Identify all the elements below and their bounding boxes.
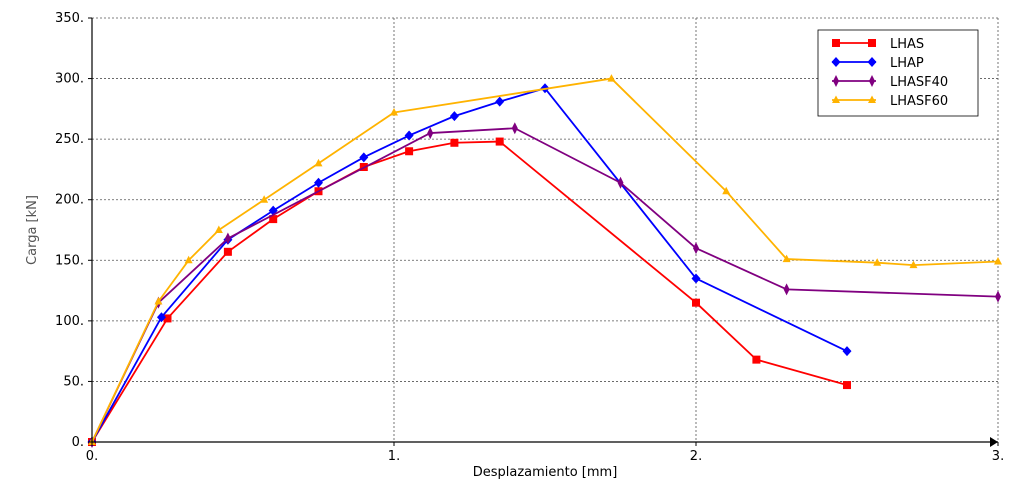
data-point-lhas bbox=[495, 137, 504, 146]
data-point-lhasf40 bbox=[995, 290, 1001, 303]
y-tick-label: 350. bbox=[55, 11, 84, 26]
series-lhasf60 bbox=[88, 74, 1002, 445]
legend-item-lhap: LHAP bbox=[831, 56, 924, 71]
data-point-lhasf40 bbox=[511, 122, 518, 135]
x-tick-label: 0. bbox=[86, 449, 98, 464]
legend-marker bbox=[868, 95, 876, 103]
x-tick-label: 2. bbox=[690, 449, 702, 464]
data-point-lhap bbox=[691, 273, 701, 284]
legend-marker bbox=[831, 57, 841, 67]
y-tick-label: 200. bbox=[55, 193, 84, 208]
data-point-lhasf40 bbox=[427, 127, 434, 140]
data-point-lhasf40 bbox=[617, 176, 624, 189]
x-tick-label: 3. bbox=[992, 449, 1004, 464]
data-point-lhap bbox=[359, 152, 369, 163]
tick-labels: 0. 1. 2. 3. 0. 50. 100. 150. 200. 250. 300. 350. bbox=[55, 11, 1004, 464]
data-point-lhasf40 bbox=[693, 242, 699, 255]
legend-item-lhasf60: LHASF60 bbox=[832, 94, 948, 109]
data-point-lhap bbox=[404, 130, 414, 141]
y-axis-title: Carga [kN] bbox=[25, 195, 40, 265]
data-point-lhasf60 bbox=[909, 260, 918, 269]
legend-label: LHASF40 bbox=[890, 75, 948, 90]
y-tick-label: 250. bbox=[55, 132, 84, 147]
data-point-lhas bbox=[163, 314, 172, 323]
data-point-lhas bbox=[405, 147, 414, 156]
data-point-lhas bbox=[692, 298, 700, 307]
y-tick-label: 100. bbox=[55, 314, 84, 329]
data-point-lhap bbox=[449, 111, 459, 122]
data-point-lhas bbox=[223, 247, 232, 256]
legend-label: LHASF60 bbox=[890, 94, 948, 109]
x-axis-arrow-icon bbox=[990, 437, 998, 447]
legend-label: LHAS bbox=[890, 37, 924, 52]
series-layer bbox=[87, 74, 1002, 448]
data-point-lhasf60 bbox=[390, 107, 398, 116]
series-line-lhas bbox=[91, 140, 848, 443]
x-tick-label: 1. bbox=[388, 449, 400, 464]
data-point-lhap bbox=[156, 312, 166, 323]
data-point-lhasf60 bbox=[154, 296, 163, 305]
data-point-lhas bbox=[843, 381, 851, 390]
data-point-lhas bbox=[450, 138, 459, 147]
data-point-lhasf60 bbox=[260, 195, 269, 203]
grid bbox=[92, 17, 999, 442]
legend-item-lhasf40: LHASF40 bbox=[832, 75, 948, 90]
data-point-lhasf60 bbox=[214, 225, 223, 233]
data-point-lhasf60 bbox=[607, 74, 616, 82]
data-point-lhap bbox=[495, 96, 505, 107]
legend-label: LHAP bbox=[890, 56, 924, 71]
legend-item-lhas: LHAS bbox=[832, 37, 924, 52]
legend: LHAS LHAP LHASF40 LHASF60 bbox=[817, 29, 979, 117]
data-point-lhasf60 bbox=[873, 258, 882, 266]
data-point-lhasf60 bbox=[184, 255, 193, 264]
series-line-lhap bbox=[91, 87, 848, 443]
y-tick-label: 0. bbox=[72, 435, 84, 450]
axes bbox=[91, 18, 998, 447]
data-point-lhasf60 bbox=[722, 186, 731, 195]
data-point-lhasf60 bbox=[994, 256, 1002, 265]
data-point-lhasf60 bbox=[314, 158, 323, 167]
series-lhasf40 bbox=[89, 122, 1001, 448]
series-lhas bbox=[88, 137, 851, 446]
legend-marker bbox=[867, 57, 877, 67]
series-lhap bbox=[87, 83, 852, 447]
legend-marker bbox=[868, 39, 876, 47]
y-tick-label: 50. bbox=[63, 374, 84, 389]
legend-marker bbox=[832, 95, 840, 103]
legend-marker bbox=[832, 39, 840, 47]
legend-box bbox=[817, 29, 979, 117]
data-point-lhas bbox=[269, 215, 278, 224]
legend-marker bbox=[869, 75, 875, 87]
legend-marker bbox=[833, 75, 839, 87]
data-point-lhas bbox=[752, 355, 761, 364]
data-point-lhasf40 bbox=[224, 232, 231, 245]
y-tick-label: 300. bbox=[55, 72, 84, 87]
data-point-lhasf40 bbox=[783, 283, 790, 296]
series-line-lhasf40 bbox=[91, 127, 999, 443]
data-point-lhap bbox=[842, 346, 852, 357]
data-point-lhasf60 bbox=[782, 254, 791, 263]
data-point-lhap bbox=[314, 177, 323, 188]
x-axis-title: Desplazamiento [mm] bbox=[473, 465, 618, 480]
y-tick-label: 150. bbox=[55, 253, 84, 268]
